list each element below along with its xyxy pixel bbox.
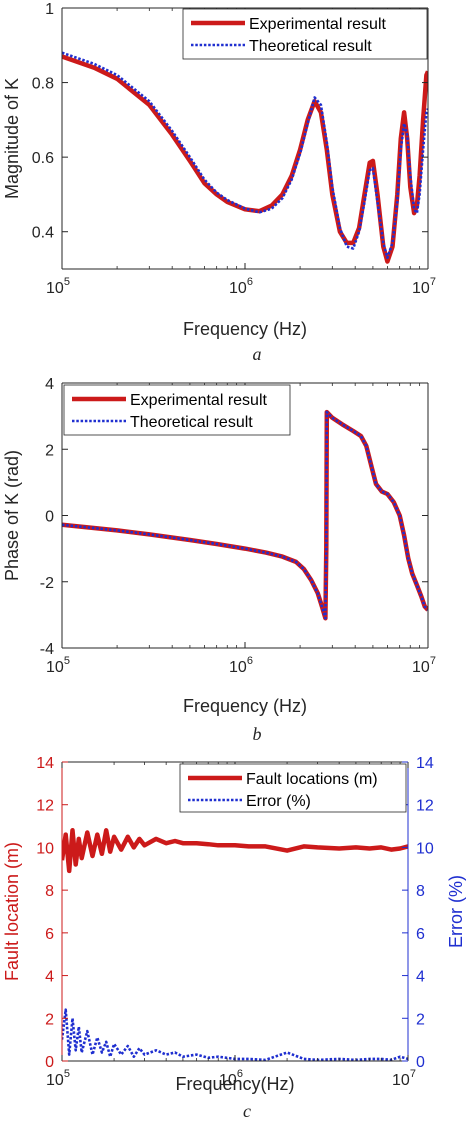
y-tick-label: 0.4 xyxy=(32,225,54,242)
y-tick-label: -4 xyxy=(40,641,54,658)
x-tick-label: 105 xyxy=(46,655,70,676)
y-tick-label: 10 xyxy=(36,840,54,857)
panel-caption: a xyxy=(253,344,262,364)
y-tick-label: 6 xyxy=(45,926,54,943)
legend-box xyxy=(179,763,407,813)
legend: Fault locations (m) Error (%) xyxy=(179,763,407,813)
y2-tick-label: 14 xyxy=(416,755,434,772)
y-tick-label: 2 xyxy=(45,1011,54,1028)
x-axis-label: Frequency (Hz) xyxy=(183,696,307,716)
y-tick-label: 4 xyxy=(45,969,54,986)
y2-tick-label: 10 xyxy=(416,840,434,857)
series-group xyxy=(62,828,408,1061)
series-line-solid xyxy=(62,828,408,874)
y2-axis-label: Error (%) xyxy=(446,875,466,948)
series-group xyxy=(62,409,428,621)
y-tick-label: -2 xyxy=(40,575,54,592)
legend-entry: Theoretical result xyxy=(130,414,253,431)
x-tick-label: 106 xyxy=(229,655,253,676)
x-tick-label: 106 xyxy=(219,1068,243,1089)
legend: Experimental result Theoretical result xyxy=(182,8,428,60)
y2-tick-label: 6 xyxy=(416,926,425,943)
x-tick-label: 105 xyxy=(46,276,70,297)
legend-entry: Theoretical result xyxy=(249,38,372,55)
y-axis-label: Fault location (m) xyxy=(2,842,22,981)
x-tick-label: 107 xyxy=(392,1068,416,1089)
x-tick-label: 107 xyxy=(412,276,436,297)
y-tick-label: 2 xyxy=(45,442,54,459)
panel-caption: c xyxy=(243,1101,251,1121)
y-tick-label: 8 xyxy=(45,883,54,900)
x-axis-label: Frequency(Hz) xyxy=(175,1074,294,1094)
legend-entry: Error (%) xyxy=(246,793,311,810)
series-line-dotted xyxy=(62,51,428,260)
legend-entry: Experimental result xyxy=(249,16,387,33)
series-line-solid xyxy=(62,54,428,264)
y-tick-label: 0.8 xyxy=(32,76,54,93)
x-tick-label: 106 xyxy=(229,276,253,297)
panel-a: 105 106 107 0.4 0.6 0.8 1 Frequency (Hz) Magnitu… xyxy=(2,1,436,364)
series-line-dotted xyxy=(62,410,428,620)
legend-entry: Fault locations (m) xyxy=(246,771,378,788)
panel-caption: b xyxy=(253,724,262,744)
y-tick-label: 0 xyxy=(45,1054,54,1071)
panel-b: 105 106 107 -4 -2 0 2 4 Frequency (Hz) Phase of K… xyxy=(2,376,436,744)
panel-c: 105 106 1070246810121402468101214Frequency… xyxy=(2,755,466,1121)
y2-tick-label: 4 xyxy=(416,969,425,986)
y-tick-label: 12 xyxy=(36,798,54,815)
legend: Experimental result Theoretical result xyxy=(63,384,291,436)
y-axis-label: Phase of K (rad) xyxy=(2,450,22,581)
x-tick-label: 107 xyxy=(412,655,436,676)
y-tick-label: 4 xyxy=(45,376,54,393)
y-tick-label: 0.6 xyxy=(32,150,54,167)
legend-box xyxy=(182,8,428,60)
series-line-solid xyxy=(62,409,428,621)
y-tick-label: 0 xyxy=(45,509,54,526)
x-tick-label: 105 xyxy=(46,1068,70,1089)
legend-entry: Experimental result xyxy=(130,392,268,409)
y2-tick-label: 0 xyxy=(416,1054,425,1071)
legend-box xyxy=(63,384,291,436)
y-tick-label: 14 xyxy=(36,755,54,772)
series-line-dotted xyxy=(62,1008,408,1061)
y2-tick-label: 12 xyxy=(416,798,434,815)
y2-tick-label: 2 xyxy=(416,1011,425,1028)
x-axis-label: Frequency (Hz) xyxy=(183,319,307,339)
y2-tick-label: 8 xyxy=(416,883,425,900)
series-group xyxy=(62,51,428,264)
y-tick-label: 1 xyxy=(45,1,54,18)
y-axis-label: Magnitude of K xyxy=(2,78,22,199)
